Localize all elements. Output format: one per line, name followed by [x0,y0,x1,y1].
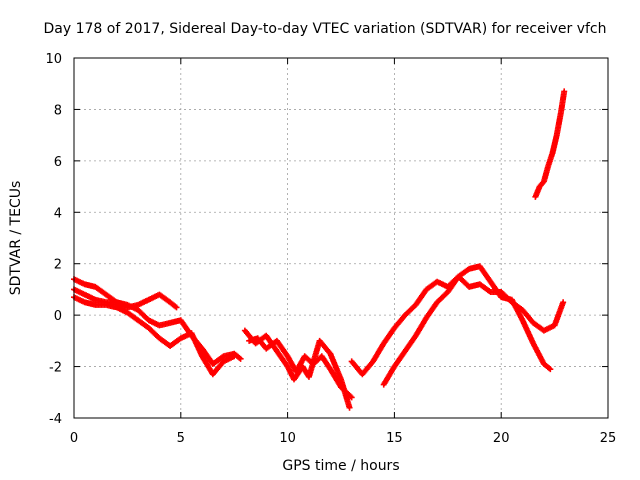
y-tick-label: -4 [49,412,62,427]
axis-ticks: 0 5 10 15 20 25 -4 -2 0 2 4 6 8 10 [45,52,616,446]
data-point [547,366,554,373]
x-tick-label: 10 [279,431,296,446]
y-tick-label: 2 [54,258,62,273]
plot-frame [73,57,609,419]
data-points [71,88,568,411]
y-axis-label: SDTVAR / TECUs [8,181,24,296]
data-point [347,393,354,400]
x-tick-label: 0 [70,431,78,446]
data-point [173,304,180,311]
data-point [348,394,355,401]
x-tick-label: 25 [600,431,617,446]
y-tick-label: 4 [54,206,62,221]
y-tick-label: 0 [54,309,62,324]
data-point [561,88,568,95]
data-point [346,404,353,411]
x-tick-label: 15 [386,431,403,446]
x-tick-label: 5 [177,431,185,446]
y-tick-label: 10 [45,52,62,67]
x-axis-label: GPS time / hours [282,458,399,474]
y-tick-label: 8 [54,103,62,118]
x-tick-label: 20 [493,431,510,446]
data-point [560,299,567,306]
data-point [237,355,244,362]
chart-title: Day 178 of 2017, Sidereal Day-to-day VTE… [43,21,606,37]
y-tick-label: -2 [49,361,62,376]
data-point [231,353,238,360]
y-tick-label: 6 [54,155,62,170]
grid [74,58,608,418]
